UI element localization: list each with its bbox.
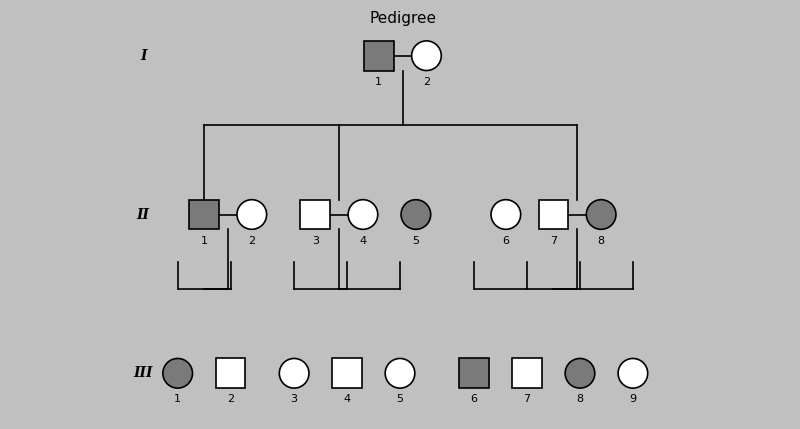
Circle shape [491,199,521,230]
Circle shape [565,359,594,388]
Text: 4: 4 [359,236,366,246]
Text: 2: 2 [423,77,430,87]
Text: 8: 8 [577,394,583,405]
Bar [190,199,219,230]
Text: 5: 5 [412,236,419,246]
Circle shape [279,359,309,388]
Text: III: III [134,366,153,380]
Bar [364,41,394,70]
Circle shape [385,359,415,388]
Text: 1: 1 [174,394,181,405]
Circle shape [412,41,442,70]
Text: Pedigree: Pedigree [369,11,436,26]
Text: 3: 3 [312,236,319,246]
Bar [301,199,330,230]
Text: I: I [140,49,146,63]
Bar [459,359,489,388]
Circle shape [348,199,378,230]
Text: 6: 6 [502,236,510,246]
Text: 4: 4 [343,394,350,405]
Text: 9: 9 [630,394,637,405]
Text: 2: 2 [227,394,234,405]
Text: 1: 1 [375,77,382,87]
Bar [216,359,246,388]
Bar [538,199,568,230]
Bar [332,359,362,388]
Text: 2: 2 [248,236,255,246]
Bar [512,359,542,388]
Circle shape [618,359,648,388]
Text: 7: 7 [523,394,530,405]
Circle shape [586,199,616,230]
Text: II: II [137,208,150,221]
Text: 1: 1 [201,236,208,246]
Circle shape [163,359,193,388]
Text: 7: 7 [550,236,557,246]
Text: 6: 6 [470,394,478,405]
Circle shape [237,199,266,230]
Text: 8: 8 [598,236,605,246]
Circle shape [401,199,430,230]
Text: 3: 3 [290,394,298,405]
Text: 5: 5 [397,394,403,405]
